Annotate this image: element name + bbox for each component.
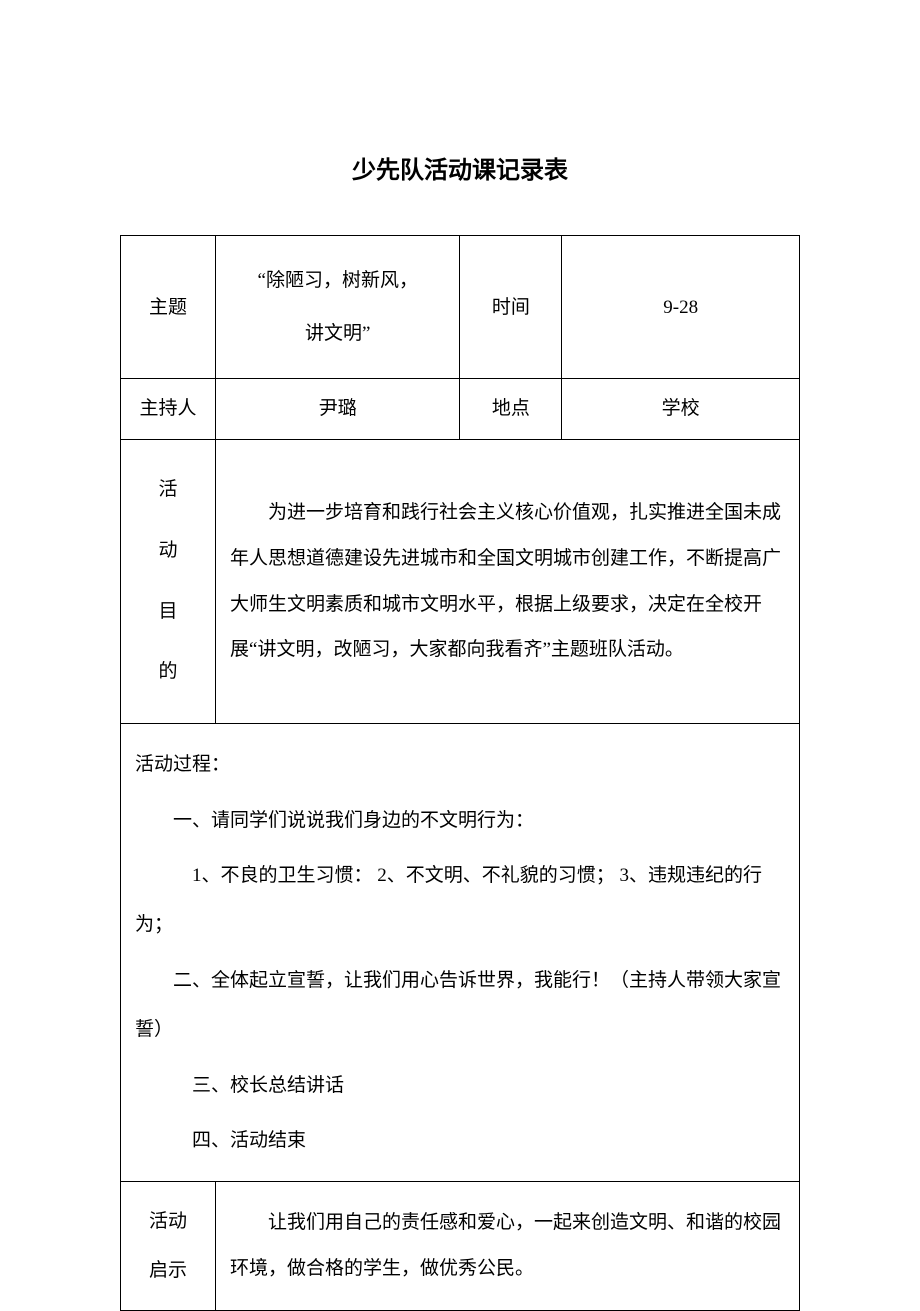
purpose-char4: 的 [127, 642, 209, 703]
process-heading: 活动过程： [135, 740, 785, 789]
label-time: 时间 [460, 236, 562, 379]
theme-line1: “除陋习，树新风， [222, 254, 453, 307]
row-theme-time: 主题 “除陋习，树新风， 讲文明” 时间 9-28 [121, 236, 800, 379]
value-location: 学校 [562, 379, 800, 440]
row-process: 活动过程： 一、请同学们说说我们身边的不文明行为： 1、不良的卫生习惯： 2、不… [121, 724, 800, 1182]
value-theme: “除陋习，树新风， 讲文明” [216, 236, 460, 379]
label-purpose: 活 动 目 的 [121, 440, 216, 724]
purpose-char2: 动 [127, 521, 209, 582]
value-time: 9-28 [562, 236, 800, 379]
label-host: 主持人 [121, 379, 216, 440]
process-line5: 四、活动结束 [135, 1116, 785, 1165]
label-reflection: 活动 启示 [121, 1182, 216, 1310]
row-reflection: 活动 启示 让我们用自己的责任感和爱心，一起来创造文明、和谐的校园环境，做合格的… [121, 1182, 800, 1310]
value-reflection: 让我们用自己的责任感和爱心，一起来创造文明、和谐的校园环境，做合格的学生，做优秀… [216, 1182, 800, 1310]
purpose-char1: 活 [127, 460, 209, 521]
label-theme: 主题 [121, 236, 216, 379]
row-purpose: 活 动 目 的 为进一步培育和践行社会主义核心价值观，扎实推进全国未成年人思想道… [121, 440, 800, 724]
theme-line2: 讲文明” [222, 307, 453, 360]
document-title: 少先队活动课记录表 [120, 150, 800, 185]
value-process: 活动过程： 一、请同学们说说我们身边的不文明行为： 1、不良的卫生习惯： 2、不… [121, 724, 800, 1182]
reflection-label-line2: 启示 [127, 1246, 209, 1295]
process-line3: 二、全体起立宣誓，让我们用心告诉世界，我能行！（主持人带领大家宣誓） [135, 956, 785, 1055]
label-location: 地点 [460, 379, 562, 440]
reflection-label-line1: 活动 [127, 1197, 209, 1246]
process-line1: 一、请同学们说说我们身边的不文明行为： [135, 796, 785, 845]
value-purpose: 为进一步培育和践行社会主义核心价值观，扎实推进全国未成年人思想道德建设先进城市和… [216, 440, 800, 724]
record-table: 主题 “除陋习，树新风， 讲文明” 时间 9-28 主持人 尹璐 地点 学校 活… [120, 235, 800, 1311]
purpose-char3: 目 [127, 582, 209, 643]
process-line2: 1、不良的卫生习惯： 2、不文明、不礼貌的习惯； 3、违规违纪的行为； [135, 851, 785, 950]
process-line4: 三、校长总结讲话 [135, 1061, 785, 1110]
value-host: 尹璐 [216, 379, 460, 440]
row-host-location: 主持人 尹璐 地点 学校 [121, 379, 800, 440]
